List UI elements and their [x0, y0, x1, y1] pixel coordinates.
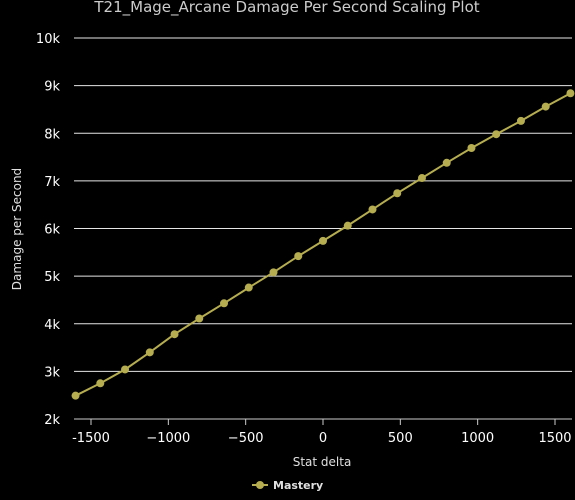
y-tick-labels: 2k 3k 4k 5k 6k 7k 8k 9k 10k	[36, 32, 61, 428]
data-point[interactable]	[121, 365, 130, 374]
data-point[interactable]	[294, 252, 303, 261]
data-point[interactable]	[319, 236, 327, 245]
data-point[interactable]	[96, 379, 105, 388]
data-point[interactable]	[368, 205, 377, 214]
data-point[interactable]	[541, 102, 550, 111]
data-point[interactable]	[244, 283, 253, 292]
y-axis-label: Damage per Second	[10, 168, 24, 290]
data-point[interactable]	[220, 299, 229, 308]
grid-layer	[74, 37, 572, 420]
y-tick-label: 3k	[44, 365, 60, 380]
data-point[interactable]	[442, 158, 451, 167]
y-tick-label: 5k	[44, 270, 60, 285]
data-point[interactable]	[393, 189, 402, 198]
y-tick-label: 6k	[44, 223, 60, 238]
data-point[interactable]	[269, 268, 278, 277]
chart-title: T21_Mage_Arcane Damage Per Second Scalin…	[93, 0, 479, 17]
y-tick-label: 7k	[44, 175, 60, 190]
y-tick-label: 4k	[44, 318, 60, 333]
x-tick-label: 1500	[538, 431, 571, 446]
data-point[interactable]	[343, 221, 352, 230]
x-axis-label: Stat delta	[293, 455, 352, 469]
y-tick-label: 10k	[36, 32, 61, 47]
data-point[interactable]	[417, 174, 426, 183]
data-point[interactable]	[145, 348, 154, 357]
legend[interactable]: Mastery	[252, 479, 323, 492]
legend-mastery-marker	[256, 481, 264, 489]
x-tick-label: 500	[388, 431, 413, 446]
data-point[interactable]	[195, 314, 204, 323]
data-point[interactable]	[516, 116, 525, 125]
data-point[interactable]	[71, 391, 80, 400]
x-tick-label: −1000	[146, 431, 190, 446]
x-tick-label: −500	[228, 431, 264, 446]
x-tick-label: -1500	[72, 431, 110, 446]
series-layer	[71, 89, 575, 400]
x-tick-label: 0	[319, 431, 327, 446]
data-point[interactable]	[492, 130, 501, 139]
data-point[interactable]	[467, 144, 476, 153]
x-tick-labels: -1500 −1000 −500 0 500 1000 1500	[72, 419, 572, 446]
y-tick-label: 2k	[44, 413, 60, 428]
x-tick-label: 1000	[461, 431, 494, 446]
data-point[interactable]	[566, 89, 575, 98]
data-point[interactable]	[170, 330, 179, 339]
y-tick-label: 9k	[44, 80, 60, 95]
y-tick-label: 8k	[44, 127, 60, 142]
legend-mastery-label: Mastery	[273, 479, 323, 492]
